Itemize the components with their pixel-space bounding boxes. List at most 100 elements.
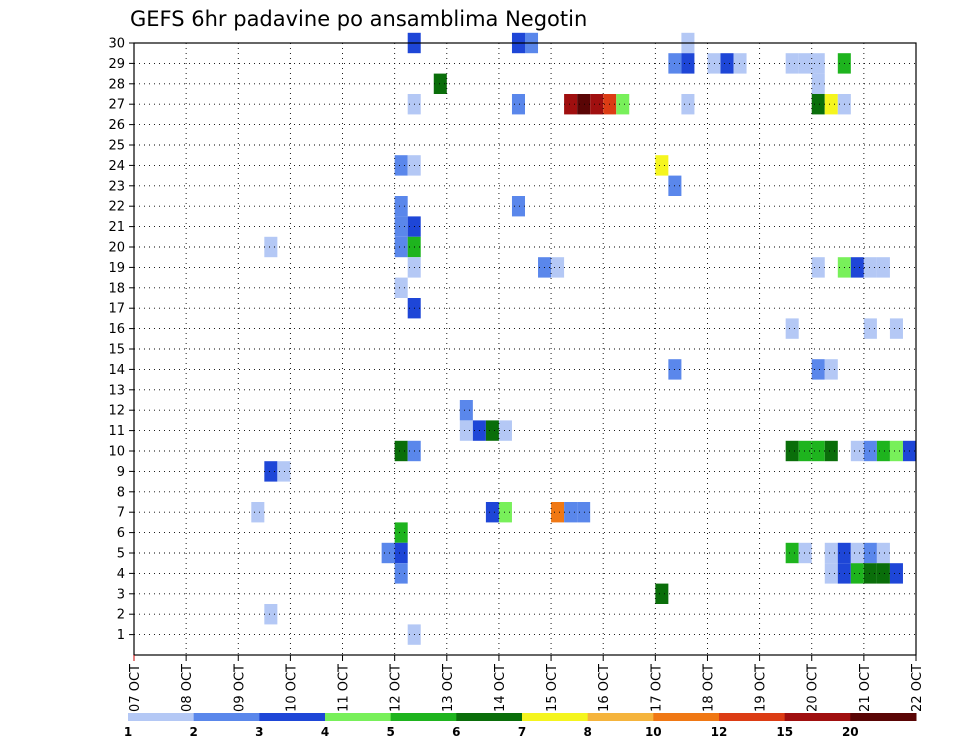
- y-tick-label: 21: [108, 220, 125, 235]
- y-tick-label: 18: [108, 281, 125, 296]
- heatmap-cell: [876, 542, 890, 564]
- legend-label: 15: [776, 725, 793, 739]
- y-tick-label: 29: [108, 57, 125, 72]
- heatmap-cell: [511, 196, 525, 217]
- y-tick-label: 7: [117, 506, 125, 521]
- heatmap-cell: [811, 440, 825, 462]
- heatmap-cell: [655, 583, 669, 604]
- y-tick-label: 26: [108, 118, 125, 133]
- y-tick-label: 20: [108, 241, 125, 256]
- x-tick-label: 18 OCT: [702, 664, 717, 712]
- heatmap-cell: [551, 257, 565, 278]
- x-tick-label: 15 OCT: [545, 664, 560, 712]
- y-tick-label: 16: [108, 322, 125, 337]
- heatmap-cell: [876, 257, 890, 278]
- x-tick-label: 12 OCT: [389, 664, 404, 712]
- x-tick-label: 13 OCT: [441, 664, 456, 712]
- legend-swatch: [259, 713, 326, 721]
- y-tick-label: 2: [117, 608, 125, 623]
- heatmap-cell: [889, 440, 903, 462]
- y-tick-label: 9: [117, 465, 125, 480]
- y-tick-label: 22: [108, 200, 125, 215]
- legend-swatch: [325, 713, 392, 721]
- y-tick-label: 12: [108, 404, 125, 419]
- heatmap-cell: [824, 440, 838, 462]
- y-tick-label: 15: [108, 343, 125, 358]
- legend-label: 7: [518, 725, 526, 739]
- legend-swatch: [850, 713, 917, 721]
- y-tick-label: 17: [108, 302, 125, 317]
- heatmap-cell: [577, 502, 591, 523]
- heatmap-cell: [551, 502, 565, 523]
- heatmap-cell: [681, 53, 695, 74]
- legend-label: 20: [842, 725, 859, 739]
- heatmap-cell: [655, 155, 669, 176]
- x-tick-label: 10 OCT: [284, 664, 299, 712]
- legend-swatch: [653, 713, 720, 721]
- heatmap-cell: [264, 604, 278, 625]
- heatmap-cell: [798, 440, 812, 462]
- heatmap-cell: [394, 522, 408, 543]
- heatmap-cell: [733, 53, 747, 74]
- heatmap-cell: [277, 461, 291, 482]
- legend-swatch: [784, 713, 851, 721]
- heatmap-cell: [863, 318, 877, 339]
- heatmap-cell: [394, 542, 408, 564]
- x-tick-label: 16 OCT: [597, 664, 612, 712]
- heatmap-cell: [498, 502, 512, 523]
- legend-swatch: [719, 713, 786, 721]
- heatmap-cell: [850, 542, 864, 564]
- legend-label: 1: [124, 725, 132, 739]
- y-tick-label: 3: [117, 587, 125, 602]
- heatmap-cell: [707, 53, 721, 74]
- legend-swatch: [390, 713, 457, 721]
- x-tick-label: 19 OCT: [754, 664, 769, 712]
- grid-layer: [134, 43, 916, 655]
- y-tick-label: 24: [108, 159, 125, 174]
- x-axis: 07 OCT 08 OCT 09 OCT 10 OCT 11 OCT 12 OCT 13 O…: [128, 655, 925, 712]
- legend-swatch: [522, 713, 589, 721]
- heatmap-cell: [824, 359, 838, 380]
- y-tick-label: 27: [108, 98, 125, 113]
- y-tick-label: 11: [108, 424, 125, 439]
- heatmap-cell: [485, 502, 499, 523]
- legend-label: 8: [584, 725, 592, 739]
- y-tick-label: 10: [108, 445, 125, 460]
- x-tick-label: 07 OCT: [128, 664, 143, 712]
- heatmap-cell: [850, 440, 864, 462]
- heatmap-cell: [798, 53, 812, 74]
- legend-swatch: [193, 713, 260, 721]
- color-legend: 1 2 3 4 5 6 7 8 10 12 15 20: [124, 713, 917, 739]
- heatmap-cell: [394, 196, 408, 217]
- legend-label: 4: [321, 725, 329, 739]
- heatmap-cell: [824, 542, 838, 564]
- heatmap-cell: [381, 542, 395, 564]
- heatmap-cell: [811, 53, 825, 74]
- legend-label: 6: [452, 725, 460, 739]
- heatmap-cell: [394, 155, 408, 176]
- y-tick-label: 8: [117, 485, 125, 500]
- heatmap-cell: [889, 563, 903, 584]
- heatmap-cell: [564, 94, 578, 115]
- heatmap-cell: [433, 73, 447, 94]
- x-tick-label: 22 OCT: [910, 664, 925, 712]
- heatmap-cell: [720, 53, 734, 74]
- heatmap-cell: [876, 440, 890, 462]
- heatmap-cell: [863, 542, 877, 564]
- heatmap-cell: [485, 420, 499, 441]
- heatmap-cell: [681, 94, 695, 115]
- heatmap-cell: [863, 440, 877, 462]
- heatmap-cell: [811, 94, 825, 115]
- heatmap-cell: [616, 94, 630, 115]
- heatmap-cell: [824, 94, 838, 115]
- x-tick-label: 20 OCT: [806, 664, 821, 712]
- heatmap-cell: [785, 542, 799, 564]
- heatmap-cell: [394, 216, 408, 237]
- heatmap-cell: [251, 502, 265, 523]
- heatmap-cell: [811, 73, 825, 94]
- heatmap-cell: [811, 257, 825, 278]
- legend-label: 12: [711, 725, 728, 739]
- y-tick-label: 5: [117, 547, 125, 562]
